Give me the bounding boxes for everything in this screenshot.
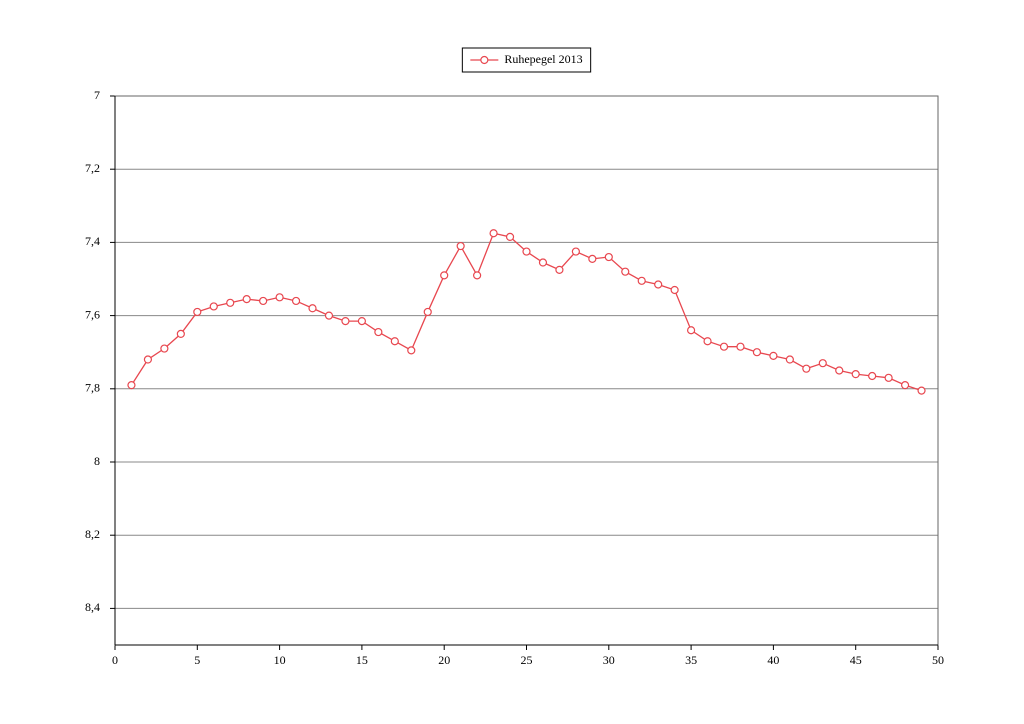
data-point (604, 252, 613, 262)
data-point (686, 326, 696, 335)
y-tick-label: 8,4 (85, 600, 100, 614)
y-tick-label: 7,2 (85, 161, 100, 175)
data-point (588, 254, 597, 263)
data-point (308, 304, 317, 313)
data-point (143, 355, 153, 364)
y-tick-label: 7 (94, 88, 100, 102)
data-point (719, 342, 729, 351)
x-tick-label: 35 (685, 653, 697, 667)
y-tick-label: 8,2 (85, 527, 100, 541)
data-point (193, 307, 202, 317)
data-point (357, 316, 366, 326)
legend-marker (480, 55, 489, 65)
legend-label: Ruhepegel 2013 (504, 52, 582, 66)
x-tick-label: 30 (603, 653, 615, 667)
data-point (440, 271, 449, 280)
x-tick-label: 15 (356, 653, 368, 667)
data-point (324, 311, 334, 320)
data-point (851, 370, 860, 379)
legend: Ruhepegel 2013 (461, 47, 592, 73)
data-point (769, 351, 778, 360)
data-point (259, 296, 268, 306)
data-point (555, 265, 564, 274)
data-point (736, 342, 745, 351)
data-point (868, 371, 877, 381)
data-point (884, 373, 893, 382)
data-point (703, 337, 712, 346)
data-point (407, 346, 416, 355)
data-point (160, 344, 169, 353)
y-tick-label: 7,4 (85, 234, 100, 248)
x-tick-label: 5 (194, 653, 200, 667)
y-tick-label: 7,8 (85, 381, 100, 395)
data-point (473, 271, 482, 280)
x-tick-label: 45 (850, 653, 862, 667)
data-point (374, 327, 383, 337)
data-point (835, 366, 844, 375)
data-point (242, 295, 251, 304)
data-point (538, 258, 548, 267)
data-point (505, 232, 515, 242)
data-point (621, 267, 630, 276)
y-tick-label: 8 (94, 454, 100, 468)
data-point (802, 364, 811, 373)
data-point (654, 280, 663, 289)
data-point (291, 296, 301, 306)
y-tick-label: 7,6 (85, 307, 100, 321)
data-point (423, 307, 432, 317)
x-tick-label: 10 (274, 653, 286, 667)
data-point (785, 355, 794, 364)
x-tick-label: 20 (438, 653, 450, 667)
x-tick-label: 25 (521, 653, 533, 667)
data-point (127, 381, 136, 390)
x-tick-label: 40 (767, 653, 779, 667)
data-point (670, 285, 679, 295)
data-point (571, 247, 580, 256)
data-point (489, 229, 498, 238)
plot-frame (114, 95, 939, 646)
data-point (900, 381, 910, 390)
data-point (752, 348, 762, 357)
x-tick-label: 50 (932, 653, 944, 667)
data-point (818, 359, 827, 368)
data-point (226, 298, 235, 307)
x-tick-label: 0 (112, 653, 118, 667)
data-point (275, 293, 284, 302)
data-point (522, 247, 531, 256)
data-point (456, 241, 465, 251)
data-point (390, 337, 399, 346)
data-point (341, 316, 350, 326)
data-point (917, 386, 926, 395)
data-point (176, 329, 185, 338)
data-point (637, 276, 646, 285)
data-point (209, 302, 218, 311)
